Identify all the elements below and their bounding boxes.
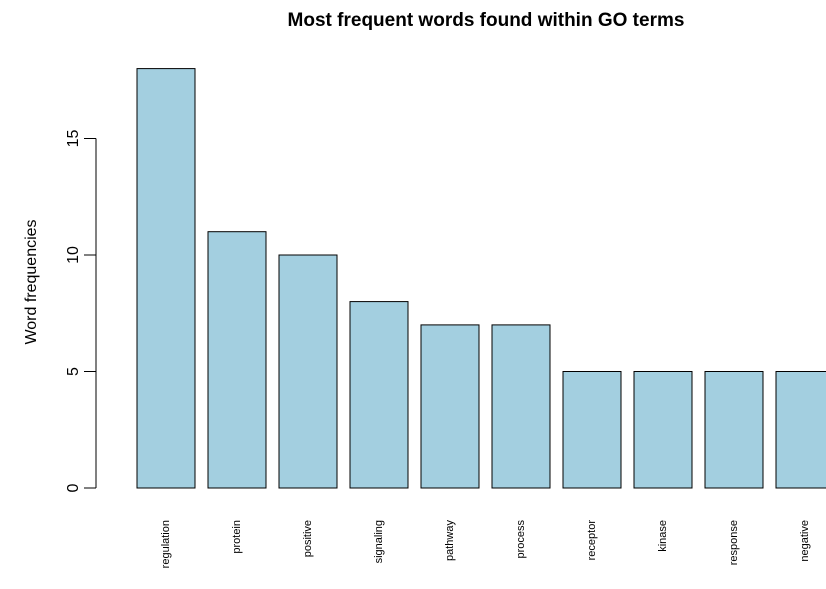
x-axis-labels: regulation protein positive signaling pathwa… — [160, 520, 811, 569]
x-category-label: negative — [799, 520, 811, 562]
bar-protein — [207, 231, 267, 489]
bar-process — [491, 324, 551, 489]
y-tick-label: 0 — [65, 483, 82, 492]
x-category-label: receptor — [586, 520, 598, 561]
bar-regulation — [136, 68, 196, 489]
y-tick-label: 15 — [65, 130, 82, 148]
y-tick-label: 5 — [65, 367, 82, 376]
y-axis-label: Word frequencies — [23, 219, 40, 344]
x-category-label: kinase — [657, 520, 669, 552]
bar-negative — [775, 371, 826, 489]
bars-group — [136, 68, 826, 489]
x-category-label: response — [728, 520, 740, 565]
x-category-label: protein — [231, 520, 243, 554]
bar-receptor — [562, 371, 622, 489]
bar-positive — [278, 254, 338, 489]
x-category-label: signaling — [373, 520, 385, 563]
y-axis: 0 5 10 15 — [65, 130, 97, 492]
bar-kinase — [633, 371, 693, 489]
x-category-label: positive — [302, 520, 314, 557]
x-category-label: regulation — [160, 520, 172, 568]
chart-title: Most frequent words found within GO term… — [288, 10, 685, 31]
bar-response — [704, 371, 764, 489]
y-tick-label: 10 — [65, 246, 82, 264]
x-category-label: process — [515, 520, 527, 559]
bar-pathway — [420, 324, 480, 489]
x-category-label: pathway — [444, 520, 456, 561]
bar-signaling — [349, 301, 409, 489]
